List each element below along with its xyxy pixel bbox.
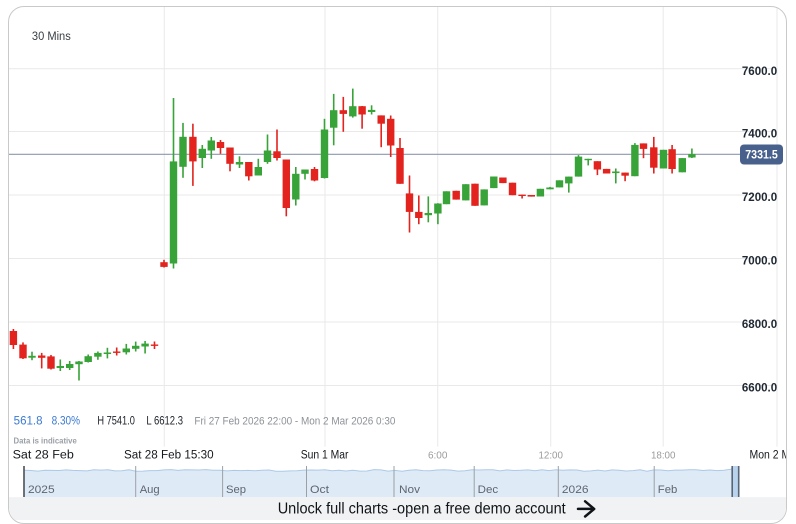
svg-text:6800.0: 6800.0 <box>742 319 777 331</box>
svg-text:2026: 2026 <box>562 484 589 496</box>
svg-text:7200.0: 7200.0 <box>742 192 777 204</box>
svg-text:30 Mins: 30 Mins <box>32 31 71 43</box>
svg-text:6:00: 6:00 <box>428 450 448 462</box>
svg-text:7600.0: 7600.0 <box>742 66 777 78</box>
svg-text:Unlock full charts -open a fre: Unlock full charts -open a free demo acc… <box>278 500 567 517</box>
svg-text:Fri 27 Feb 2026 22:00 - Mon 2: Fri 27 Feb 2026 22:00 - Mon 2 Mar 2026 0… <box>194 416 395 428</box>
svg-text:6600.0: 6600.0 <box>742 383 777 395</box>
svg-text:18:00: 18:00 <box>651 450 676 462</box>
svg-text:Nov: Nov <box>399 484 420 496</box>
svg-text:Oct: Oct <box>310 484 330 496</box>
svg-text:Sat 28 Feb: Sat 28 Feb <box>13 450 74 462</box>
svg-text:561.8: 561.8 <box>14 416 43 428</box>
svg-text:7331.5: 7331.5 <box>745 150 778 162</box>
svg-text:H 7541.0: H 7541.0 <box>97 416 134 428</box>
svg-text:7000.0: 7000.0 <box>742 256 777 268</box>
svg-text:Sun 1 Mar: Sun 1 Mar <box>301 450 349 462</box>
svg-text:8.30%: 8.30% <box>52 416 80 428</box>
svg-text:Mon 2 Mar: Mon 2 Mar <box>750 450 787 462</box>
svg-text:7400.0: 7400.0 <box>742 129 777 141</box>
svg-text:2025: 2025 <box>28 484 55 496</box>
svg-text:Sat 28 Feb 15:30: Sat 28 Feb 15:30 <box>124 450 214 462</box>
svg-text:Sep: Sep <box>226 484 246 496</box>
svg-text:Feb: Feb <box>658 484 678 496</box>
svg-text:Data is indicative: Data is indicative <box>14 436 78 446</box>
svg-text:Aug: Aug <box>140 484 160 496</box>
svg-text:L 6612.3: L 6612.3 <box>146 416 183 428</box>
svg-text:Dec: Dec <box>478 484 499 496</box>
svg-text:12:00: 12:00 <box>538 450 563 462</box>
